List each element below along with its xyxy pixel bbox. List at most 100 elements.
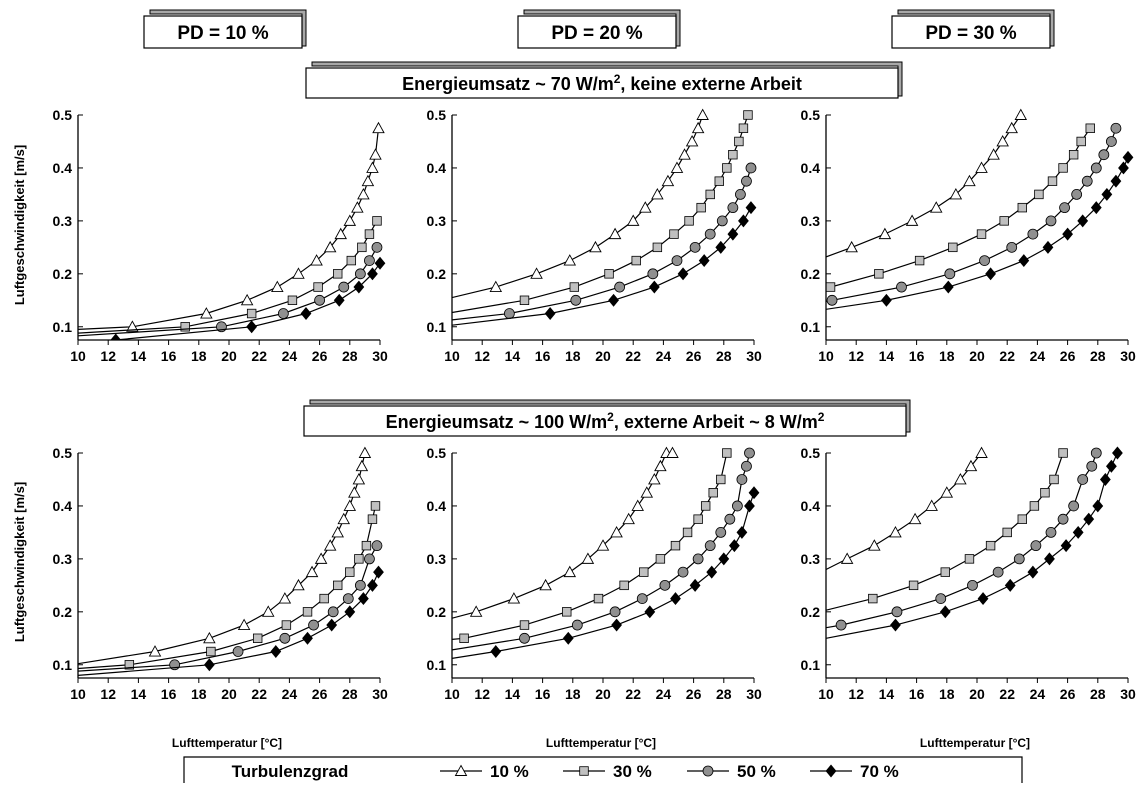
data-point <box>357 242 367 253</box>
y-tick-label: 0.2 <box>801 266 821 282</box>
x-tick-label: 12 <box>848 686 864 702</box>
data-point <box>977 592 989 606</box>
data-point <box>562 607 572 617</box>
data-point <box>985 267 996 281</box>
data-point <box>684 216 694 226</box>
data-point <box>976 229 987 239</box>
data-point <box>1099 473 1111 486</box>
data-point <box>364 255 375 266</box>
data-point <box>1004 578 1016 592</box>
y-tick-label: 0.3 <box>53 551 73 567</box>
y-tick-label: 0.3 <box>801 551 821 567</box>
data-point <box>371 241 383 253</box>
data-point <box>1018 254 1030 268</box>
x-tick-label: 30 <box>1120 686 1136 702</box>
data-point <box>571 619 583 631</box>
data-point <box>925 499 938 511</box>
data-point <box>626 214 640 226</box>
data-point <box>654 459 667 472</box>
data-point <box>734 136 744 147</box>
data-point <box>353 280 365 294</box>
data-point <box>896 281 907 293</box>
data-point <box>563 565 577 578</box>
data-point <box>1092 499 1104 513</box>
data-point <box>1086 460 1098 472</box>
data-point <box>735 189 746 200</box>
series-70-pct <box>826 446 1123 639</box>
series-10-pct <box>452 108 709 299</box>
data-point <box>939 605 951 619</box>
series-70-pct <box>107 256 386 340</box>
data-point <box>639 201 652 213</box>
data-point <box>722 163 732 173</box>
y-tick-label: 0.3 <box>801 213 821 229</box>
data-point <box>287 295 298 305</box>
data-point <box>715 240 727 254</box>
data-point <box>270 645 282 658</box>
legend-title: Turbulenzgrad <box>232 762 349 781</box>
series-10-pct <box>826 108 1028 258</box>
data-point <box>678 148 691 160</box>
x-tick-label: 26 <box>312 348 328 364</box>
data-point <box>716 474 726 485</box>
data-point <box>1068 500 1080 512</box>
data-point <box>357 592 369 606</box>
data-point <box>1027 565 1039 579</box>
x-tick-label: 22 <box>625 348 641 364</box>
row-title-1: Energieumsatz ~ 70 W/m2, keine externe A… <box>402 72 802 94</box>
series-10-pct <box>78 121 385 332</box>
data-point <box>354 579 366 591</box>
data-point <box>367 267 378 281</box>
chart-panel-5: 0.1 0.2 0.3 0.4 0.5 10 12 14 16 18 20 22 24 26 28 30 <box>427 445 762 702</box>
y-tick-label: 0.3 <box>53 213 73 229</box>
legend-entries: 10 % 30 % 50 % 70 % <box>440 762 899 781</box>
x-tick-label: 10 <box>70 348 86 364</box>
x-tick-label: 30 <box>746 686 762 702</box>
data-point <box>203 631 216 644</box>
data-point <box>1090 201 1102 215</box>
data-point <box>614 281 626 293</box>
data-point <box>648 473 661 485</box>
data-point <box>908 512 922 525</box>
data-point <box>562 631 574 645</box>
data-point <box>519 295 530 305</box>
data-point <box>314 552 328 564</box>
data-point <box>490 645 502 658</box>
data-point <box>337 512 351 525</box>
series-30-pct <box>78 216 382 334</box>
y-tick-label: 0.4 <box>801 498 821 514</box>
data-point <box>327 606 339 618</box>
data-point <box>570 294 582 306</box>
series-10-pct <box>452 446 679 619</box>
data-point <box>996 135 1009 147</box>
series-70-pct <box>78 565 384 676</box>
data-point <box>569 282 580 292</box>
data-point <box>1045 215 1057 227</box>
x-tick-label: 16 <box>161 686 177 702</box>
data-point <box>333 269 343 279</box>
data-point <box>714 176 724 186</box>
data-point <box>704 540 716 552</box>
y-axis-label-bottom: Luftgeschwindigkeit [m/s] <box>12 482 27 642</box>
data-point <box>370 501 381 511</box>
y-tick-label: 0.1 <box>427 319 447 335</box>
data-point <box>1005 121 1018 134</box>
pd-label-3: PD = 30 % <box>925 23 1016 44</box>
data-point <box>647 268 659 280</box>
legend-label: 30 % <box>613 762 652 781</box>
data-point <box>596 539 610 551</box>
data-point <box>949 187 963 200</box>
y-tick-label: 0.3 <box>427 551 447 567</box>
data-point <box>367 514 378 524</box>
data-point <box>361 540 372 551</box>
data-point <box>1047 176 1058 186</box>
x-tick-label: 28 <box>342 348 358 364</box>
x-tick-label: 18 <box>939 348 955 364</box>
y-tick-label: 0.2 <box>427 266 447 282</box>
y-tick-label: 0.3 <box>427 213 447 229</box>
data-point <box>1090 447 1102 459</box>
data-point <box>302 631 313 645</box>
chart-panel-2: 0.1 0.2 0.3 0.4 0.5 10 12 14 16 18 20 22 24 26 28 30 <box>427 107 762 364</box>
series-50-pct <box>452 162 757 321</box>
data-point <box>292 267 305 279</box>
